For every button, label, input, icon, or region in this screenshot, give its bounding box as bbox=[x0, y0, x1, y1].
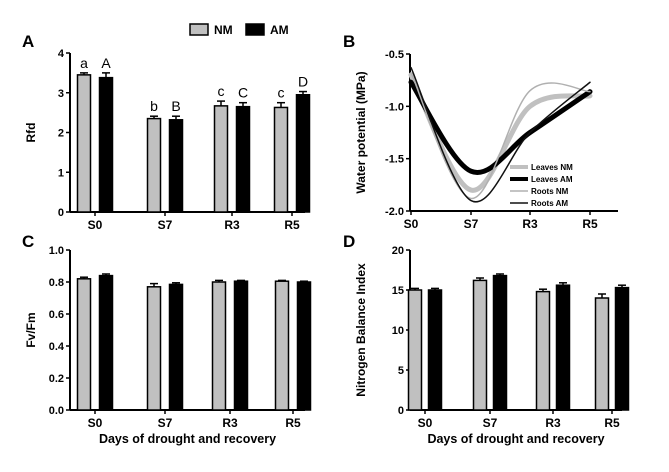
y-tick-label: 0.8 bbox=[49, 277, 64, 289]
x-tick-label: R3 bbox=[224, 218, 240, 232]
legend-label: NM bbox=[214, 23, 233, 37]
bar-nm bbox=[211, 281, 227, 411]
x-tick-label: R3 bbox=[522, 217, 538, 231]
bar-am bbox=[492, 274, 508, 411]
series-line-roots-nm bbox=[410, 72, 591, 200]
bar-am bbox=[296, 281, 312, 411]
y-tick-label: 4 bbox=[58, 48, 65, 60]
significance-letter: b bbox=[150, 98, 158, 114]
x-tick-label: R5 bbox=[582, 217, 598, 231]
bar-am bbox=[168, 119, 184, 213]
y-tick-label: -1.5 bbox=[385, 154, 404, 166]
y-tick-label: -2.0 bbox=[385, 206, 404, 218]
y-tick-label: 0 bbox=[58, 207, 64, 219]
y-tick-label: -0.5 bbox=[385, 49, 404, 61]
y-axis-title: Fv/Fm bbox=[24, 312, 38, 347]
bar-am bbox=[555, 284, 571, 411]
y-tick-label: 20 bbox=[392, 245, 404, 257]
x-tick-label: S0 bbox=[418, 416, 433, 430]
significance-letter: C bbox=[238, 85, 248, 101]
legend-label: Leaves AM bbox=[531, 175, 573, 184]
y-tick-label: 10 bbox=[392, 325, 404, 337]
bar-nm bbox=[273, 106, 289, 213]
legend-label: Leaves NM bbox=[531, 163, 573, 172]
panel-letter: A bbox=[22, 32, 34, 51]
y-axis-title: Water potential (MPa) bbox=[354, 71, 368, 193]
bar-nm bbox=[472, 279, 488, 411]
y-tick-label: 0 bbox=[398, 405, 404, 417]
x-tick-label: R5 bbox=[285, 416, 301, 430]
bar-nm bbox=[535, 290, 551, 411]
bar-nm bbox=[274, 280, 290, 411]
x-tick-label: S7 bbox=[483, 416, 498, 430]
significance-letter: a bbox=[80, 55, 88, 71]
x-tick-label: R5 bbox=[284, 218, 300, 232]
x-axis-title: Days of drought and recovery bbox=[427, 432, 604, 446]
bar-am bbox=[427, 289, 443, 411]
y-tick-label: 2 bbox=[58, 128, 64, 140]
bar-nm bbox=[146, 286, 162, 411]
y-tick-label: 1.0 bbox=[49, 245, 64, 257]
y-axis-title: Rfd bbox=[24, 123, 38, 143]
significance-letter: c bbox=[218, 83, 225, 99]
bar-nm bbox=[213, 105, 229, 213]
bar-nm bbox=[407, 289, 423, 411]
y-tick-label: 5 bbox=[398, 365, 404, 377]
series-line-roots-am bbox=[410, 66, 591, 203]
bar-am bbox=[98, 76, 114, 213]
bar-am bbox=[233, 280, 249, 411]
y-tick-label: -1.0 bbox=[385, 101, 404, 113]
x-tick-label: S7 bbox=[158, 416, 173, 430]
x-tick-label: S0 bbox=[88, 416, 103, 430]
significance-letter: A bbox=[101, 55, 111, 71]
bar-am bbox=[98, 274, 114, 411]
x-tick-label: R5 bbox=[604, 416, 620, 430]
legend-swatch bbox=[245, 23, 265, 36]
bar-am bbox=[235, 105, 251, 213]
x-tick-label: R3 bbox=[545, 416, 561, 430]
bar-nm bbox=[146, 117, 162, 213]
panel-letter: B bbox=[343, 32, 355, 51]
bar-nm bbox=[76, 278, 92, 411]
significance-letter: B bbox=[171, 98, 180, 114]
y-tick-label: 15 bbox=[392, 285, 404, 297]
significance-letter: c bbox=[278, 85, 285, 101]
y-axis-title: Nitrogen Balance Index bbox=[354, 263, 368, 397]
panel-letter: C bbox=[22, 232, 34, 251]
x-tick-label: S0 bbox=[404, 217, 419, 231]
x-tick-label: S0 bbox=[88, 218, 103, 232]
bar-am bbox=[614, 286, 630, 411]
significance-letter: D bbox=[298, 74, 308, 90]
legend-swatch bbox=[189, 23, 209, 36]
bar-am bbox=[295, 93, 311, 213]
bar-nm bbox=[594, 297, 610, 411]
y-tick-label: 3 bbox=[58, 88, 64, 100]
y-tick-label: 0.6 bbox=[49, 309, 64, 321]
y-tick-label: 1 bbox=[58, 167, 64, 179]
legend-label: Roots NM bbox=[531, 187, 569, 196]
y-tick-label: 0.0 bbox=[49, 405, 64, 417]
x-tick-label: R3 bbox=[222, 416, 238, 430]
x-axis-title: Days of drought and recovery bbox=[99, 432, 276, 446]
x-tick-label: S7 bbox=[158, 218, 173, 232]
bar-am bbox=[168, 283, 184, 411]
legend-label: Roots AM bbox=[531, 199, 568, 208]
bar-nm bbox=[76, 74, 92, 213]
y-tick-label: 0.2 bbox=[49, 373, 64, 385]
x-tick-label: S7 bbox=[464, 217, 479, 231]
y-tick-label: 0.4 bbox=[49, 341, 65, 353]
panel-letter: D bbox=[343, 232, 355, 251]
legend-label: AM bbox=[270, 23, 289, 37]
